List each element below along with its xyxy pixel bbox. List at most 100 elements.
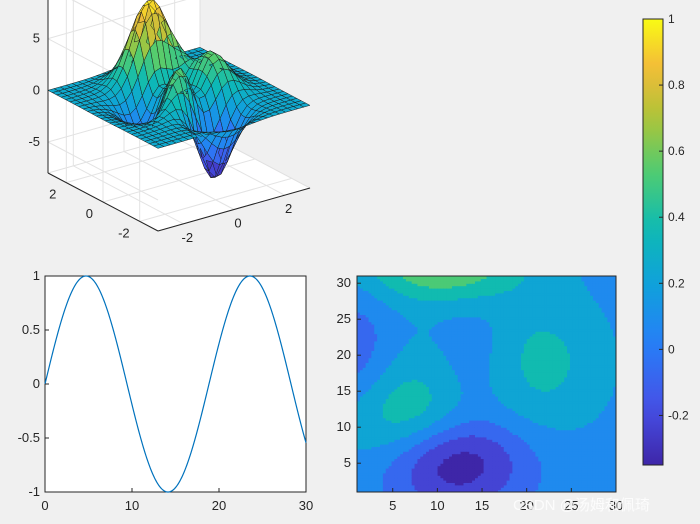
contour-cell xyxy=(417,458,421,462)
contour-cell xyxy=(397,355,401,359)
contour-cell xyxy=(440,364,444,368)
contour-cell xyxy=(480,321,485,325)
contour-cell xyxy=(400,489,404,492)
contour-cell xyxy=(428,427,433,431)
contour-cell xyxy=(414,446,419,450)
contour-cell xyxy=(463,374,467,378)
surface-patch xyxy=(298,102,311,108)
contour-cell xyxy=(420,379,424,383)
contour-cell xyxy=(359,278,364,282)
contour-cell xyxy=(357,307,361,311)
contour-cell xyxy=(417,312,421,315)
contour-cell xyxy=(417,386,421,390)
contour-cell xyxy=(483,410,488,414)
contour-cell xyxy=(382,453,387,457)
contour-cell xyxy=(359,288,364,291)
line-plot-y-tick-label: 0 xyxy=(33,376,40,391)
contour-cell xyxy=(483,477,488,481)
contour-cell xyxy=(411,379,416,383)
contour-cell xyxy=(403,324,407,327)
contour-cell xyxy=(400,278,404,282)
contour-cell xyxy=(371,446,375,450)
contour-cell xyxy=(411,321,416,325)
contour-cell xyxy=(449,489,453,492)
contour-cell xyxy=(411,343,416,347)
contour-cell xyxy=(428,398,433,402)
contour-cell xyxy=(486,355,490,359)
contour-cell xyxy=(437,439,442,443)
contour-cell xyxy=(449,372,453,375)
contour-cell xyxy=(382,427,387,431)
contour-cell xyxy=(414,295,419,299)
contour-cell xyxy=(394,480,398,483)
contour-cell xyxy=(477,321,482,325)
contour-cell xyxy=(428,403,433,407)
contour-cell xyxy=(408,448,413,452)
contour-cell xyxy=(380,374,384,378)
contour-cell xyxy=(437,364,442,368)
contour-cell xyxy=(397,451,401,455)
contour-cell xyxy=(474,410,479,414)
contour-cell xyxy=(446,434,450,438)
contour-cell xyxy=(440,312,444,315)
contour-cell xyxy=(428,458,433,462)
contour-cell xyxy=(428,321,433,325)
contour-cell xyxy=(408,328,413,332)
contour-cell xyxy=(463,328,467,332)
contour-cell xyxy=(423,396,427,399)
contour-cell xyxy=(460,362,465,366)
contour-cell xyxy=(423,468,427,471)
contour-cell xyxy=(408,321,413,325)
contour-cell xyxy=(492,484,496,488)
contour-cell xyxy=(428,285,433,289)
contour-cell xyxy=(365,364,370,368)
contour-cell xyxy=(463,276,467,279)
contour-cell xyxy=(405,288,410,291)
contour-cell xyxy=(400,460,404,464)
contour-cell xyxy=(405,388,410,392)
contour-cell xyxy=(394,451,398,455)
contour-cell xyxy=(359,304,364,308)
contour-cell xyxy=(469,475,473,479)
contour-cell xyxy=(443,432,447,435)
contour-cell xyxy=(486,321,490,325)
contour-cell xyxy=(463,369,467,373)
contour-cell xyxy=(449,369,453,373)
contour-cell xyxy=(460,456,465,459)
contour-cell xyxy=(472,470,476,474)
contour-cell xyxy=(466,276,470,279)
contour-cell xyxy=(371,331,375,335)
contour-cell xyxy=(414,448,419,452)
contour-cell xyxy=(411,484,416,488)
contour-cell xyxy=(474,489,479,492)
contour-cell xyxy=(420,475,424,479)
contour-cell xyxy=(357,350,361,354)
contour-cell xyxy=(443,326,447,330)
contour-cell xyxy=(434,436,439,440)
contour-cell xyxy=(460,316,465,320)
contour-cell xyxy=(408,348,413,351)
contour-cell xyxy=(457,398,462,402)
contour-cell xyxy=(365,374,370,378)
contour-cell xyxy=(408,367,413,371)
contour-cell xyxy=(466,372,470,375)
contour-cell xyxy=(457,465,462,469)
contour-cell xyxy=(457,475,462,479)
contour-cell xyxy=(426,328,430,332)
contour-cell xyxy=(374,484,378,488)
contour-cell xyxy=(380,331,384,335)
contour-cell xyxy=(486,324,490,327)
contour-cell xyxy=(357,458,361,462)
contour-cell xyxy=(480,472,485,476)
contour-cell xyxy=(380,338,384,342)
contour-cell xyxy=(443,304,447,308)
contour-cell xyxy=(486,336,490,339)
contour-cell xyxy=(449,321,453,325)
contour-cell xyxy=(454,422,459,426)
contour-cell xyxy=(362,295,367,299)
contour-cell xyxy=(463,357,467,361)
contour-cell xyxy=(446,316,450,320)
contour-cell xyxy=(437,307,442,311)
contour-cell xyxy=(414,364,419,368)
contour-cell xyxy=(405,391,410,395)
